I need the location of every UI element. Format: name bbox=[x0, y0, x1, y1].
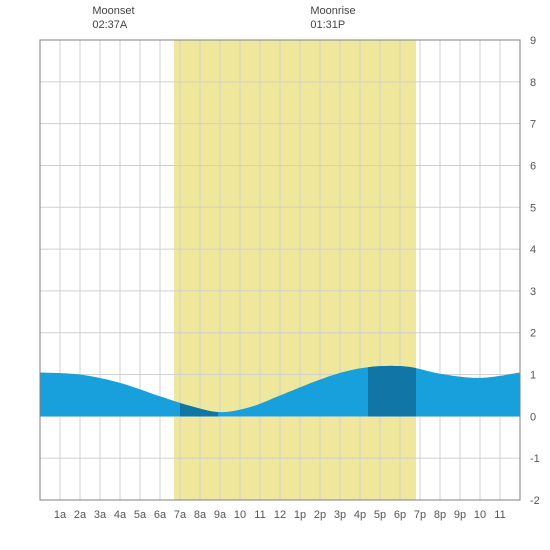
svg-text:9: 9 bbox=[530, 35, 536, 47]
svg-text:5p: 5p bbox=[374, 509, 386, 521]
svg-text:3: 3 bbox=[530, 286, 536, 298]
svg-text:8: 8 bbox=[530, 77, 536, 89]
svg-text:7: 7 bbox=[530, 119, 536, 131]
svg-text:11: 11 bbox=[494, 509, 505, 521]
svg-text:6p: 6p bbox=[394, 509, 406, 521]
svg-text:4: 4 bbox=[530, 244, 536, 256]
svg-text:2: 2 bbox=[530, 328, 536, 340]
svg-text:2p: 2p bbox=[314, 509, 326, 521]
svg-text:4p: 4p bbox=[354, 509, 366, 521]
svg-text:2a: 2a bbox=[74, 509, 87, 521]
chart-svg: -2-101234567891a2a3a4a5a6a7a8a9a1011121p… bbox=[0, 0, 550, 550]
svg-text:6a: 6a bbox=[154, 509, 167, 521]
svg-text:-2: -2 bbox=[530, 495, 540, 507]
svg-text:11: 11 bbox=[254, 509, 265, 521]
svg-text:5: 5 bbox=[530, 202, 536, 214]
svg-text:9a: 9a bbox=[214, 509, 227, 521]
svg-text:1a: 1a bbox=[54, 509, 67, 521]
svg-text:9p: 9p bbox=[454, 509, 466, 521]
moonrise-label: Moonrise bbox=[310, 5, 355, 17]
svg-text:7a: 7a bbox=[174, 509, 187, 521]
svg-text:3p: 3p bbox=[334, 509, 346, 521]
svg-text:1: 1 bbox=[530, 370, 536, 382]
svg-text:7p: 7p bbox=[414, 509, 426, 521]
svg-text:8p: 8p bbox=[434, 509, 446, 521]
svg-text:12: 12 bbox=[274, 509, 286, 521]
tide-daylight-chart: -2-101234567891a2a3a4a5a6a7a8a9a1011121p… bbox=[0, 0, 550, 550]
svg-text:3a: 3a bbox=[94, 509, 107, 521]
svg-text:1p: 1p bbox=[294, 509, 306, 521]
moonset-time: 02:37A bbox=[92, 19, 128, 31]
svg-text:6: 6 bbox=[530, 160, 536, 172]
svg-text:10: 10 bbox=[234, 509, 246, 521]
svg-text:5a: 5a bbox=[134, 509, 147, 521]
svg-text:10: 10 bbox=[474, 509, 486, 521]
svg-text:4a: 4a bbox=[114, 509, 127, 521]
svg-text:0: 0 bbox=[530, 411, 536, 423]
svg-text:8a: 8a bbox=[194, 509, 207, 521]
moonrise-time: 01:31P bbox=[310, 19, 345, 31]
svg-text:-1: -1 bbox=[530, 453, 540, 465]
moonset-label: Moonset bbox=[92, 5, 134, 17]
